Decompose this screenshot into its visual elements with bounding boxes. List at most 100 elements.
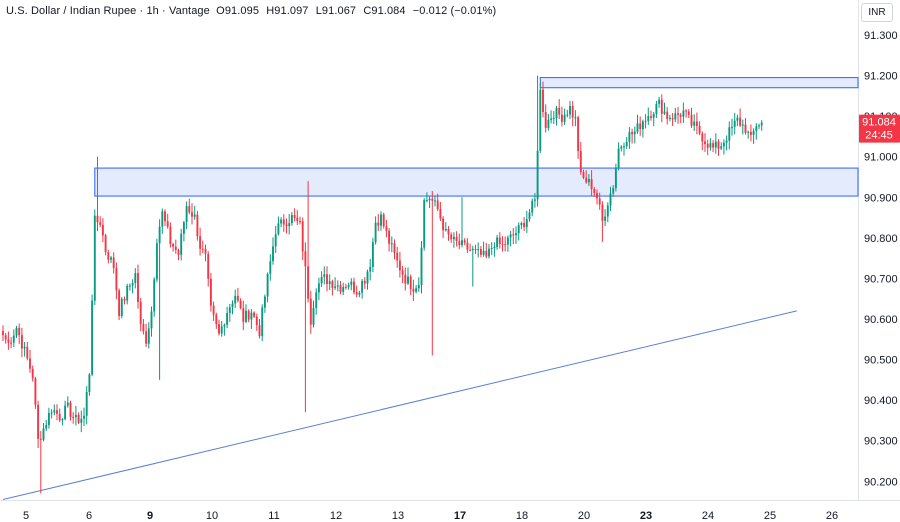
close-value: 91.084	[371, 5, 406, 17]
bar-countdown: 24:45	[865, 130, 893, 142]
candle-body	[747, 131, 750, 133]
candle-body	[101, 224, 104, 236]
candle-body	[436, 200, 439, 210]
candle-body	[74, 414, 77, 418]
symbol-name[interactable]: U.S. Dollar / Indian Rupee	[6, 5, 137, 17]
candle-body	[255, 316, 258, 326]
interval-label[interactable]: 1h	[146, 5, 159, 17]
candle-body	[15, 327, 18, 336]
candle-body	[323, 274, 326, 278]
candle-body	[471, 248, 474, 251]
candle-body	[679, 114, 682, 117]
candle-body	[85, 391, 88, 416]
candle-body	[29, 358, 31, 369]
candle-body	[452, 236, 455, 240]
candle-body	[58, 413, 61, 421]
candle-body	[320, 277, 323, 284]
candle-body	[193, 214, 196, 217]
candle-body	[652, 113, 655, 118]
candle-body	[131, 282, 134, 286]
candle-body	[293, 215, 296, 218]
candle-body	[574, 117, 577, 119]
candle-body	[488, 248, 490, 257]
open-value: 91.095	[224, 5, 260, 17]
candle-body	[112, 257, 115, 269]
candle-body	[412, 288, 415, 292]
candle-body	[42, 428, 45, 440]
y-tick-label: 90.800	[864, 233, 898, 245]
candle-body	[83, 415, 85, 419]
candle-body	[226, 313, 229, 325]
candle-body	[596, 193, 598, 199]
candle-body	[704, 141, 706, 145]
candle-body	[539, 89, 542, 151]
candle-body	[88, 374, 91, 392]
candle-body	[80, 418, 83, 423]
candle-body	[326, 274, 328, 285]
candle-body	[150, 311, 153, 329]
x-tick-label: 11	[268, 510, 279, 522]
candle-body	[93, 215, 96, 301]
candle-body	[23, 346, 26, 349]
candle-body	[434, 200, 436, 202]
candle-body	[382, 214, 385, 227]
candle-body	[166, 221, 169, 227]
candle-body	[223, 324, 226, 327]
open-label: O	[216, 5, 225, 17]
candle-body	[536, 150, 539, 200]
candle-body	[158, 226, 161, 244]
x-tick-label: 13	[392, 510, 404, 522]
candle-body	[639, 123, 642, 130]
candle-body	[398, 260, 401, 271]
candle-body	[126, 285, 129, 301]
candle-body	[199, 236, 202, 249]
candle-body	[120, 298, 123, 316]
candle-body	[625, 141, 628, 147]
candle-body	[77, 414, 80, 423]
candle-body	[288, 223, 291, 227]
candle-body	[420, 247, 423, 285]
candle-body	[280, 219, 283, 224]
candle-body	[477, 249, 480, 251]
candle-body	[212, 305, 215, 315]
candle-body	[261, 307, 264, 337]
candle-body	[444, 228, 447, 231]
currency-button[interactable]: INR	[861, 3, 893, 22]
candle-body	[350, 281, 353, 285]
candle-body	[231, 303, 234, 308]
candle-body	[253, 312, 256, 317]
candle-body	[66, 402, 69, 406]
candle-body	[20, 335, 23, 349]
candle-body	[758, 125, 760, 127]
candle-body	[277, 223, 280, 235]
candle-body	[428, 198, 431, 201]
y-tick-label: 90.500	[864, 355, 898, 367]
candle-body	[380, 214, 382, 226]
candle-body	[644, 120, 647, 122]
candle-body	[269, 261, 272, 274]
candle-body	[274, 234, 277, 247]
candle-body	[606, 205, 609, 217]
candle-body	[96, 215, 99, 223]
candle-body	[741, 124, 744, 126]
candle-body	[188, 206, 191, 213]
candle-body	[579, 150, 582, 173]
candle-body	[10, 342, 13, 344]
candle-body	[461, 240, 463, 246]
candle-body	[674, 113, 677, 120]
candle-body	[601, 204, 604, 221]
candle-body	[72, 416, 75, 418]
candle-body	[344, 286, 347, 288]
x-tick-label: 20	[578, 510, 590, 522]
candle-body	[164, 211, 166, 222]
candle-body	[250, 312, 253, 320]
candle-body	[299, 221, 301, 223]
candle-body	[731, 126, 733, 128]
candle-body	[236, 295, 239, 301]
candle-body	[47, 412, 50, 425]
candle-body	[682, 110, 685, 117]
x-tick-label: 12	[330, 510, 342, 522]
candle-body	[525, 219, 528, 228]
candle-body	[161, 211, 164, 227]
